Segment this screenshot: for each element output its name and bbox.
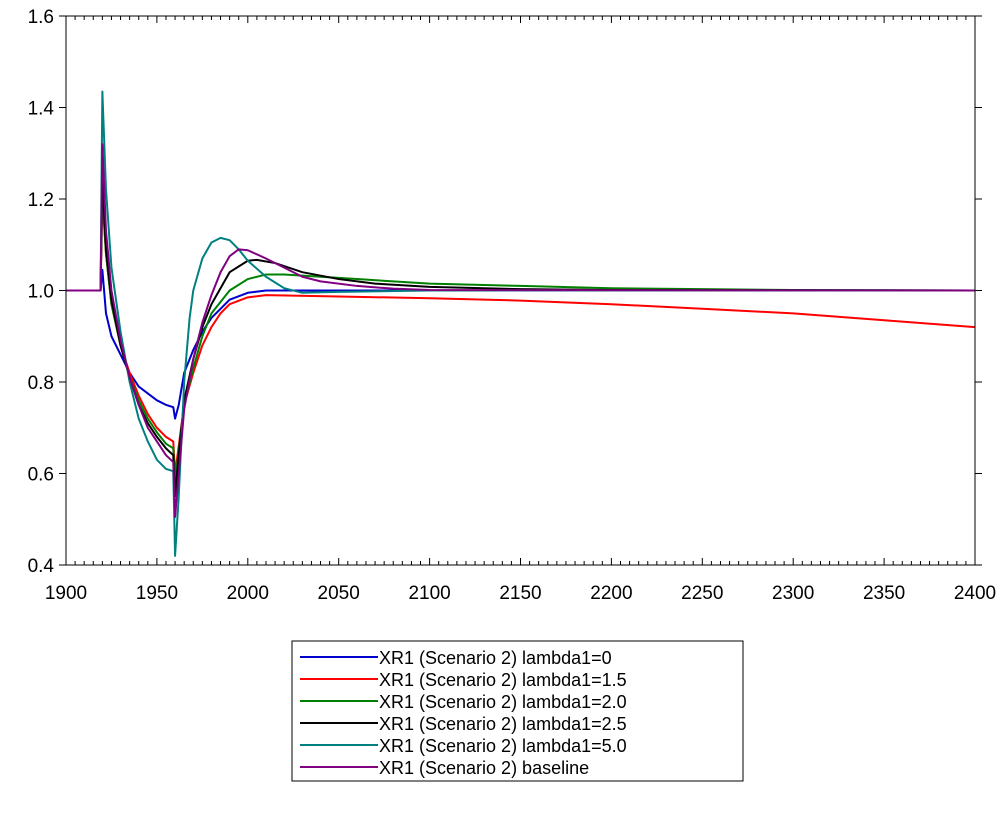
series-line-4: [66, 90, 975, 557]
series-layer: [66, 90, 976, 557]
y-tick-label: 1.0: [28, 282, 54, 303]
y-tick-label: 1.4: [28, 99, 55, 120]
y-tick-label: 1.6: [28, 7, 54, 28]
legend-label-2: XR1 (Scenario 2) lambda1=2.0: [379, 692, 627, 712]
x-tick-label: 1900: [45, 583, 87, 604]
x-tick-label: 2300: [772, 583, 814, 604]
x-tick-label: 2100: [408, 583, 450, 604]
legend-label-1: XR1 (Scenario 2) lambda1=1.5: [379, 670, 627, 690]
y-tick-label: 1.2: [28, 190, 54, 211]
x-tick-label: 2400: [954, 583, 996, 604]
x-tick-label: 2200: [590, 583, 632, 604]
y-tick-label: 0.6: [28, 465, 54, 486]
series-line-2: [66, 188, 976, 484]
y-tick-label: 0.4: [28, 556, 55, 577]
x-tick-label: 2250: [681, 583, 723, 604]
legend-label-4: XR1 (Scenario 2) lambda1=5.0: [379, 736, 627, 756]
series-line-0: [66, 268, 975, 420]
series-line-5: [66, 143, 976, 518]
legend-label-5: XR1 (Scenario 2) baseline: [379, 758, 589, 778]
x-tick-label: 2000: [227, 583, 269, 604]
x-tick-label: 1950: [136, 583, 178, 604]
legend-box: [291, 640, 744, 782]
axis-ticks: 1900 1950 2000 2050 2100 2150 2200 2250 2300 2350…: [28, 7, 997, 604]
y-tick-label: 0.8: [28, 373, 54, 394]
legend-label-3: XR1 (Scenario 2) lambda1=2.5: [379, 714, 627, 734]
x-tick-label: 2350: [863, 583, 905, 604]
legend-label-0: XR1 (Scenario 2) lambda1=0: [379, 648, 612, 668]
x-tick-label: 2150: [499, 583, 541, 604]
x-tick-label: 2050: [318, 583, 360, 604]
